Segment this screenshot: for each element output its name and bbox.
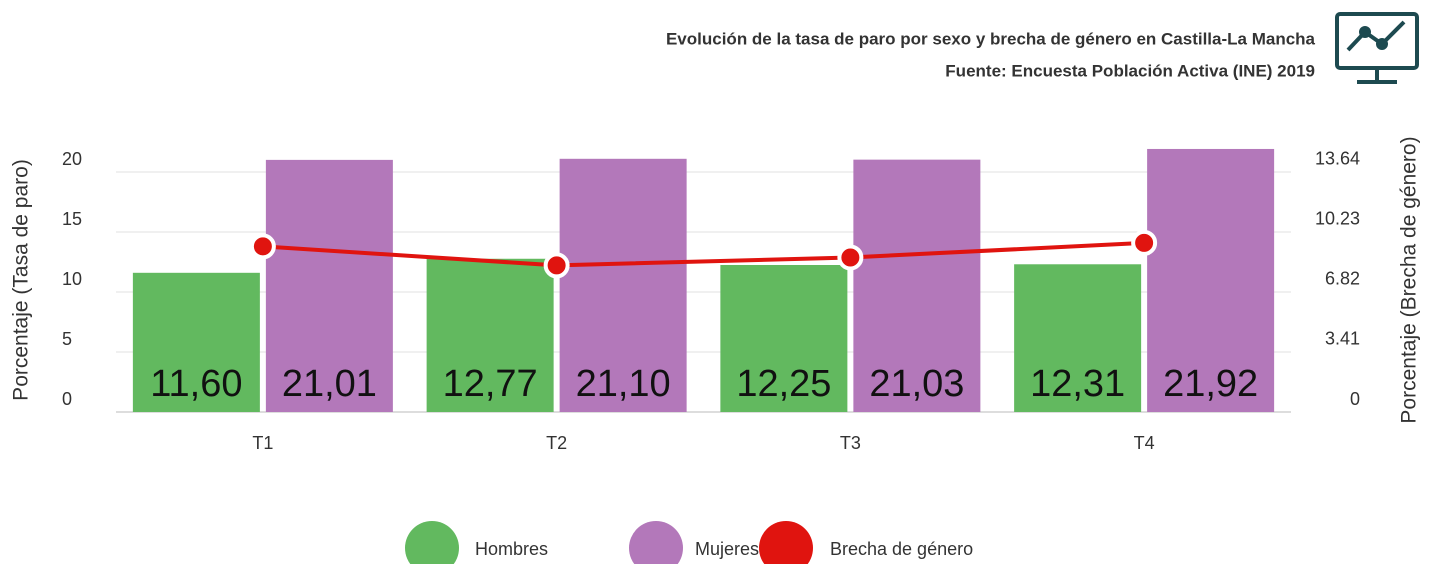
y-tick-label: 10	[62, 269, 82, 289]
legend-label: Brecha de género	[830, 539, 973, 559]
y2-axis-title: Porcentaje (Brecha de género)	[1398, 136, 1421, 423]
y2-tick-label: 6.82	[1325, 269, 1360, 289]
value-label: 21,92	[1163, 363, 1258, 405]
value-label: 21,03	[869, 363, 964, 405]
x-tick-label: T2	[546, 433, 567, 453]
legend-label: Hombres	[475, 539, 548, 559]
monitor-icon	[1335, 12, 1419, 84]
bar	[265, 159, 393, 412]
bar	[559, 158, 687, 412]
y-tick-label: 20	[62, 149, 82, 169]
value-label: 12,25	[736, 363, 831, 405]
value-label: 11,60	[150, 363, 242, 405]
y-tick-label: 0	[62, 389, 72, 409]
bar	[720, 265, 848, 412]
line-point	[543, 252, 570, 279]
y2-tick-label: 3.41	[1325, 329, 1360, 349]
bar	[426, 258, 554, 412]
line-point	[249, 233, 276, 260]
y2-tick-label: 10.23	[1315, 209, 1360, 229]
value-label: 21,10	[576, 363, 671, 405]
bar	[853, 159, 981, 412]
y2-tick-label: 0	[1350, 389, 1360, 409]
bar	[1147, 148, 1275, 412]
line-point	[1131, 229, 1158, 256]
y-tick-label: 5	[62, 329, 72, 349]
legend-label: Mujeres	[695, 539, 759, 559]
value-label: 12,31	[1030, 363, 1125, 405]
chart-subtitle: Fuente: Encuesta Población Activa (INE) …	[945, 61, 1315, 80]
value-label: 12,77	[443, 363, 538, 405]
line	[262, 240, 1145, 268]
x-tick-label: T4	[1134, 433, 1155, 453]
y-axis-title: Porcentaje (Tasa de paro)	[10, 159, 33, 401]
legend-swatch	[629, 521, 683, 564]
legend-swatch	[759, 521, 813, 564]
bar	[132, 272, 260, 412]
line-point	[837, 244, 864, 271]
x-tick-label: T1	[252, 433, 273, 453]
bar	[1014, 264, 1142, 412]
legend-swatch	[405, 521, 459, 564]
value-label: 21,01	[282, 363, 377, 405]
y2-tick-label: 13.64	[1315, 149, 1360, 169]
y-tick-label: 15	[62, 209, 82, 229]
x-tick-label: T3	[840, 433, 861, 453]
chart-title: Evolución de la tasa de paro por sexo y …	[666, 29, 1316, 48]
